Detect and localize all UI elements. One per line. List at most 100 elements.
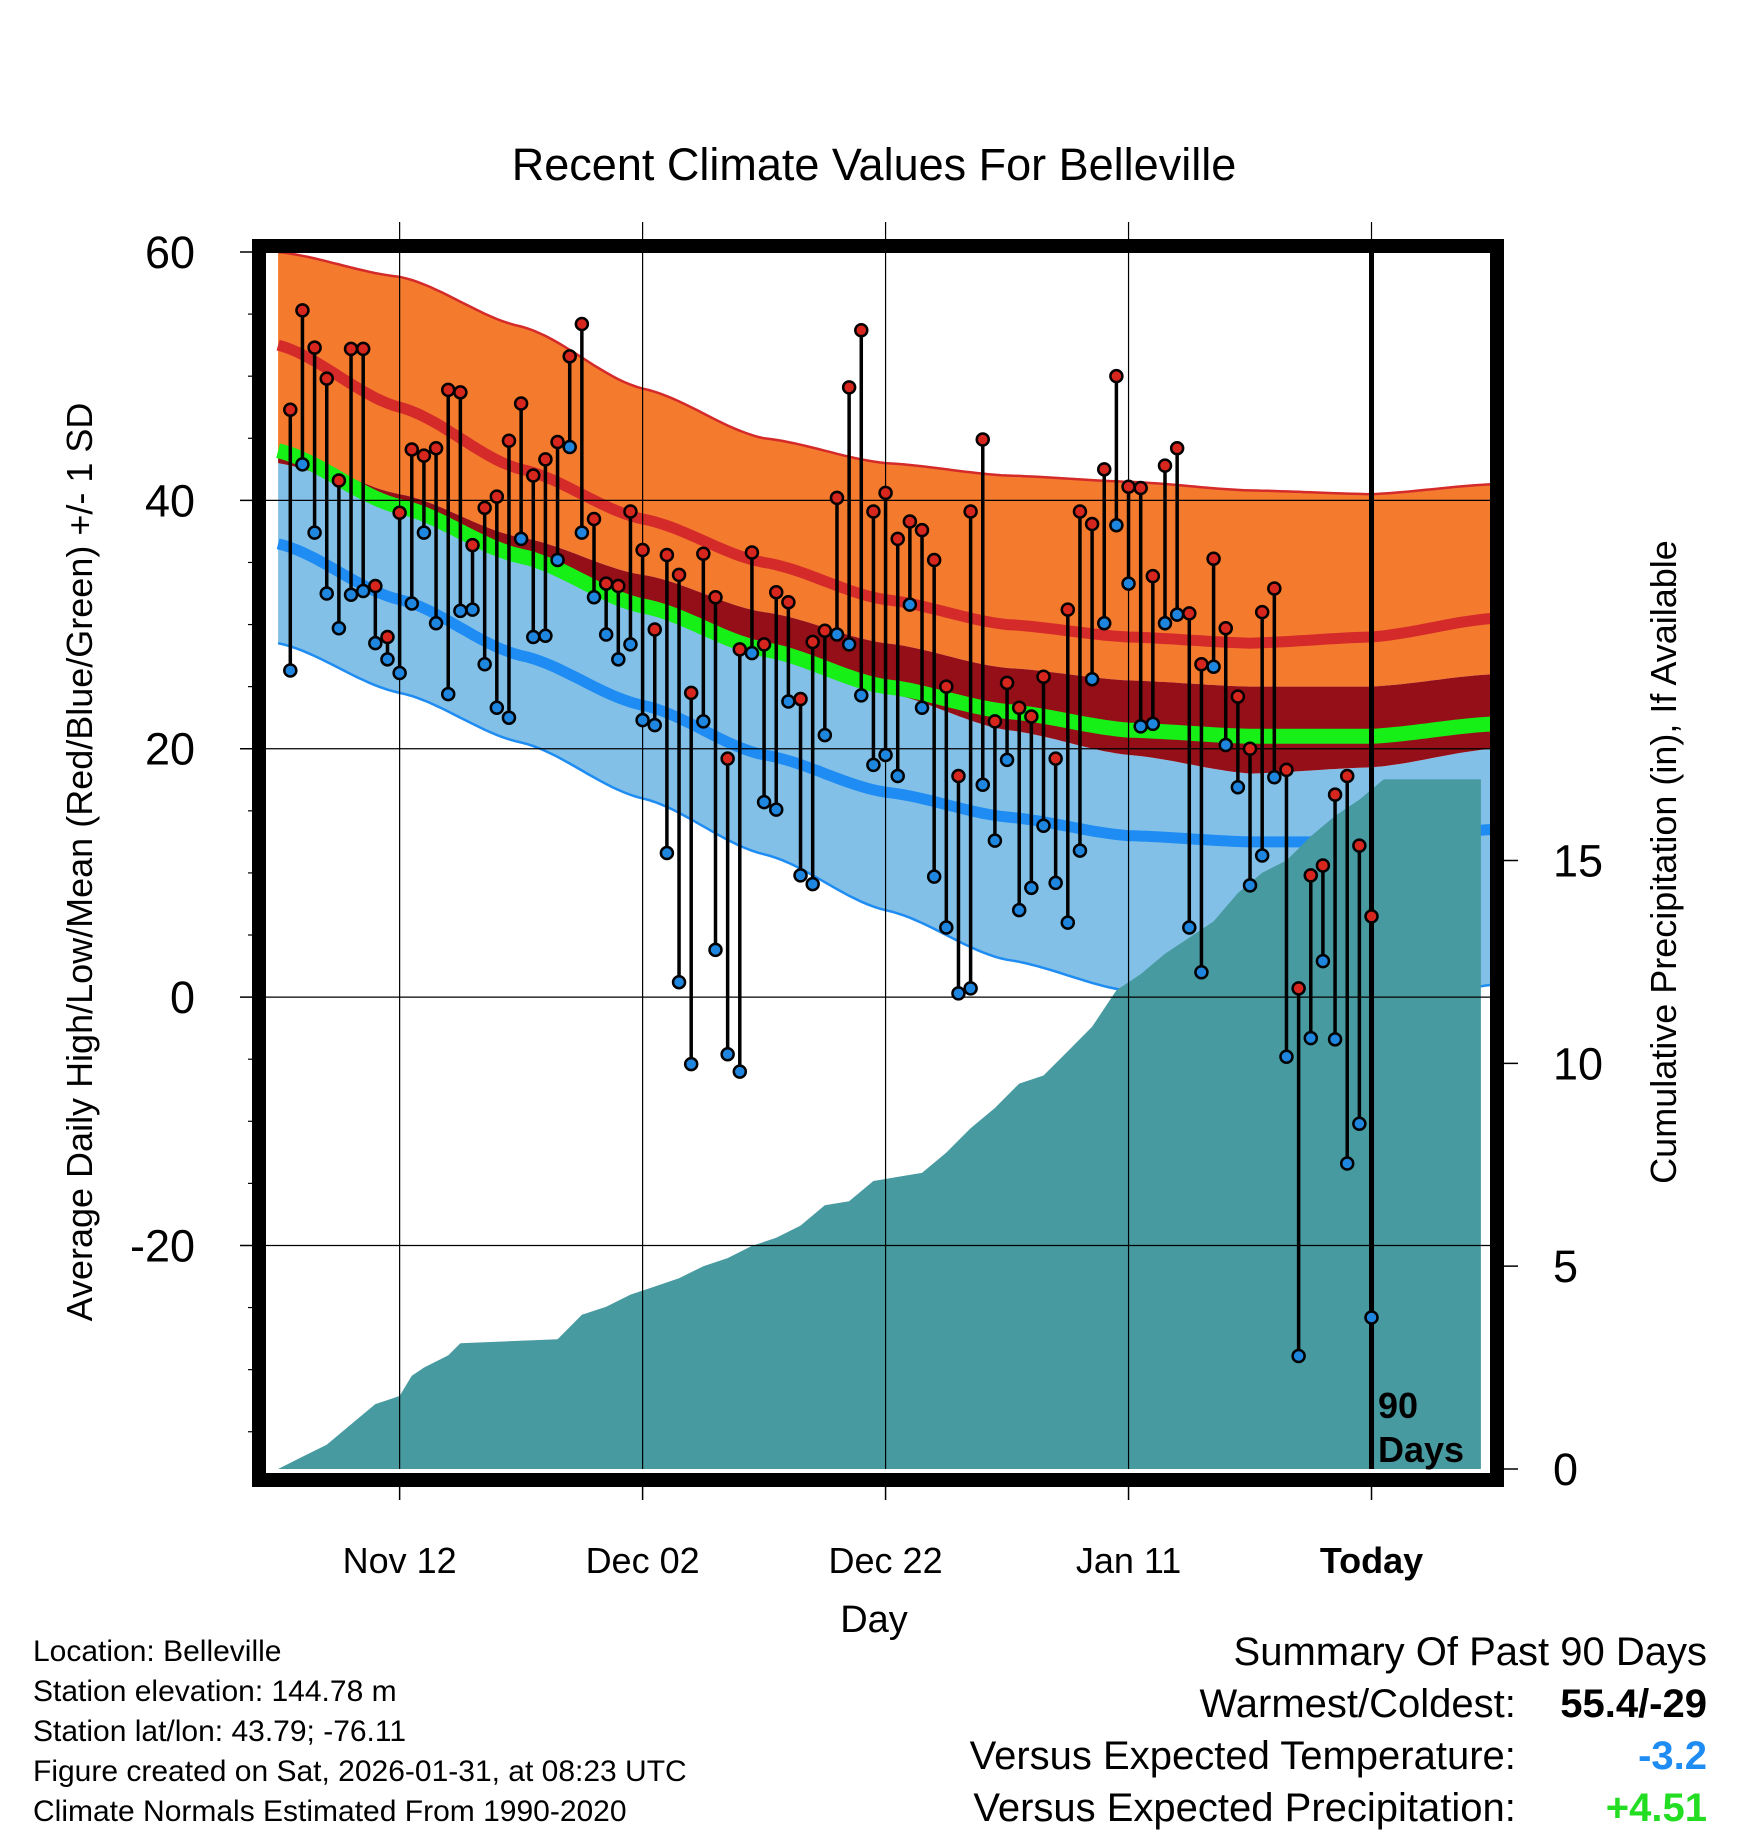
high-temp-point [902,514,918,529]
low-temp-point [489,700,505,716]
high-temp-point [392,505,407,521]
high-temp-point [526,468,541,483]
high-temp-point [744,545,760,560]
low-temp-point [428,616,444,631]
low-temp-point [307,525,322,540]
high-temp-point [428,440,444,456]
high-temp-point [1194,657,1209,672]
low-temp-point [283,663,298,678]
created-text: Figure created on Sat, 2026-01-31, at 08… [33,1755,687,1788]
low-temp-point [1206,659,1221,675]
y2-tick-label: 5 [1553,1241,1578,1292]
high-temp-point [343,341,359,357]
high-temp-point [453,385,468,400]
high-temp-point [805,634,820,650]
high-temp-point [562,349,577,364]
low-temp-point [768,802,784,817]
high-temp-point [1279,762,1294,778]
low-temp-point [1267,770,1282,785]
low-temp-point [1036,818,1051,833]
high-temp-point [1206,551,1221,566]
low-temp-point [1157,616,1173,631]
low-temp-point [744,645,760,661]
high-temp-point [550,434,565,450]
low-temp-point [1072,843,1088,858]
high-temp-point [999,675,1015,691]
high-temp-point [829,490,845,506]
low-temp-point [513,531,529,547]
low-temp-point [1194,965,1209,980]
warm-cold-value: 55.4/-29 [1560,1682,1707,1726]
low-temp-point [1303,1030,1319,1046]
high-temp-point [1364,909,1379,924]
high-temp-point [1048,751,1063,766]
high-temp-point [538,452,553,467]
low-temp-point [404,596,420,611]
high-temp-point [1145,568,1161,584]
low-temp-point [890,768,905,784]
precip-label: Versus Expected Precipitation: [973,1786,1516,1830]
high-temp-point [890,531,905,547]
high-temp-point [355,341,371,357]
low-temp-point [465,602,480,617]
y-tick-label: 40 [145,475,195,526]
station-info: Location: Belleville Station elevation: … [33,1632,687,1832]
high-temp-point [635,542,650,558]
high-temp-point [513,396,529,411]
today-days-label-line2: Days [1378,1429,1464,1470]
low-temp-point [1096,616,1112,631]
low-temp-point [1145,716,1161,732]
low-temp-point [987,833,1003,848]
low-temp-point [1121,576,1136,591]
low-temp-point [914,700,930,716]
low-temp-point [1279,1049,1294,1064]
low-temp-point [854,688,869,703]
normals-text: Climate Normals Estimated From 1990-2020 [33,1795,627,1828]
low-temp-point [1242,878,1258,893]
precip-value: +4.51 [1605,1786,1707,1830]
low-temp-point [623,637,638,652]
high-temp-point [939,679,954,694]
low-temp-point [951,986,966,1001]
high-temp-point [1352,838,1367,853]
high-temp-point [781,594,796,610]
low-temp-point [1327,1032,1343,1047]
high-temp-point [416,448,432,463]
low-temp-point [416,525,432,540]
high-temp-point [1254,604,1270,620]
high-temp-point [987,714,1003,729]
high-temp-point [1084,516,1100,532]
low-temp-point [659,845,675,861]
low-temp-point [866,757,881,773]
low-temp-point [999,752,1015,768]
high-temp-point [1182,606,1197,621]
low-temp-point [926,869,942,884]
low-temp-point [1060,915,1076,930]
y-axis-label: Average Daily High/Low/Mean (Red/Blue/Gr… [59,403,100,1322]
low-temp-point [878,747,893,763]
low-temp-point [902,597,918,612]
today-days-label-line1: 90 [1378,1385,1418,1426]
x-tick-label: Today [1320,1540,1423,1581]
high-temp-point [1036,669,1051,684]
chart-title: Recent Climate Values For Belleville [512,139,1236,190]
low-temp-point [368,635,383,651]
high-temp-point [465,537,480,553]
high-temp-point [1327,787,1343,802]
high-temp-point [732,642,748,657]
y2-tick-label: 10 [1553,1038,1603,1089]
location-text: Location: Belleville [33,1635,282,1668]
low-temp-point [1169,607,1185,622]
high-temp-point [319,371,334,386]
low-temp-point [1048,875,1063,891]
low-temp-point [1315,953,1331,969]
low-temp-point [1182,920,1197,935]
low-temp-point [319,586,334,601]
x-tick-label: Nov 12 [343,1540,457,1581]
low-temp-point [453,603,468,619]
high-temp-point [756,637,772,652]
low-temp-point [696,714,711,729]
high-temp-point [1242,741,1258,756]
high-temp-point [720,751,735,766]
warm-cold-label: Warmest/Coldest: [1199,1682,1516,1726]
